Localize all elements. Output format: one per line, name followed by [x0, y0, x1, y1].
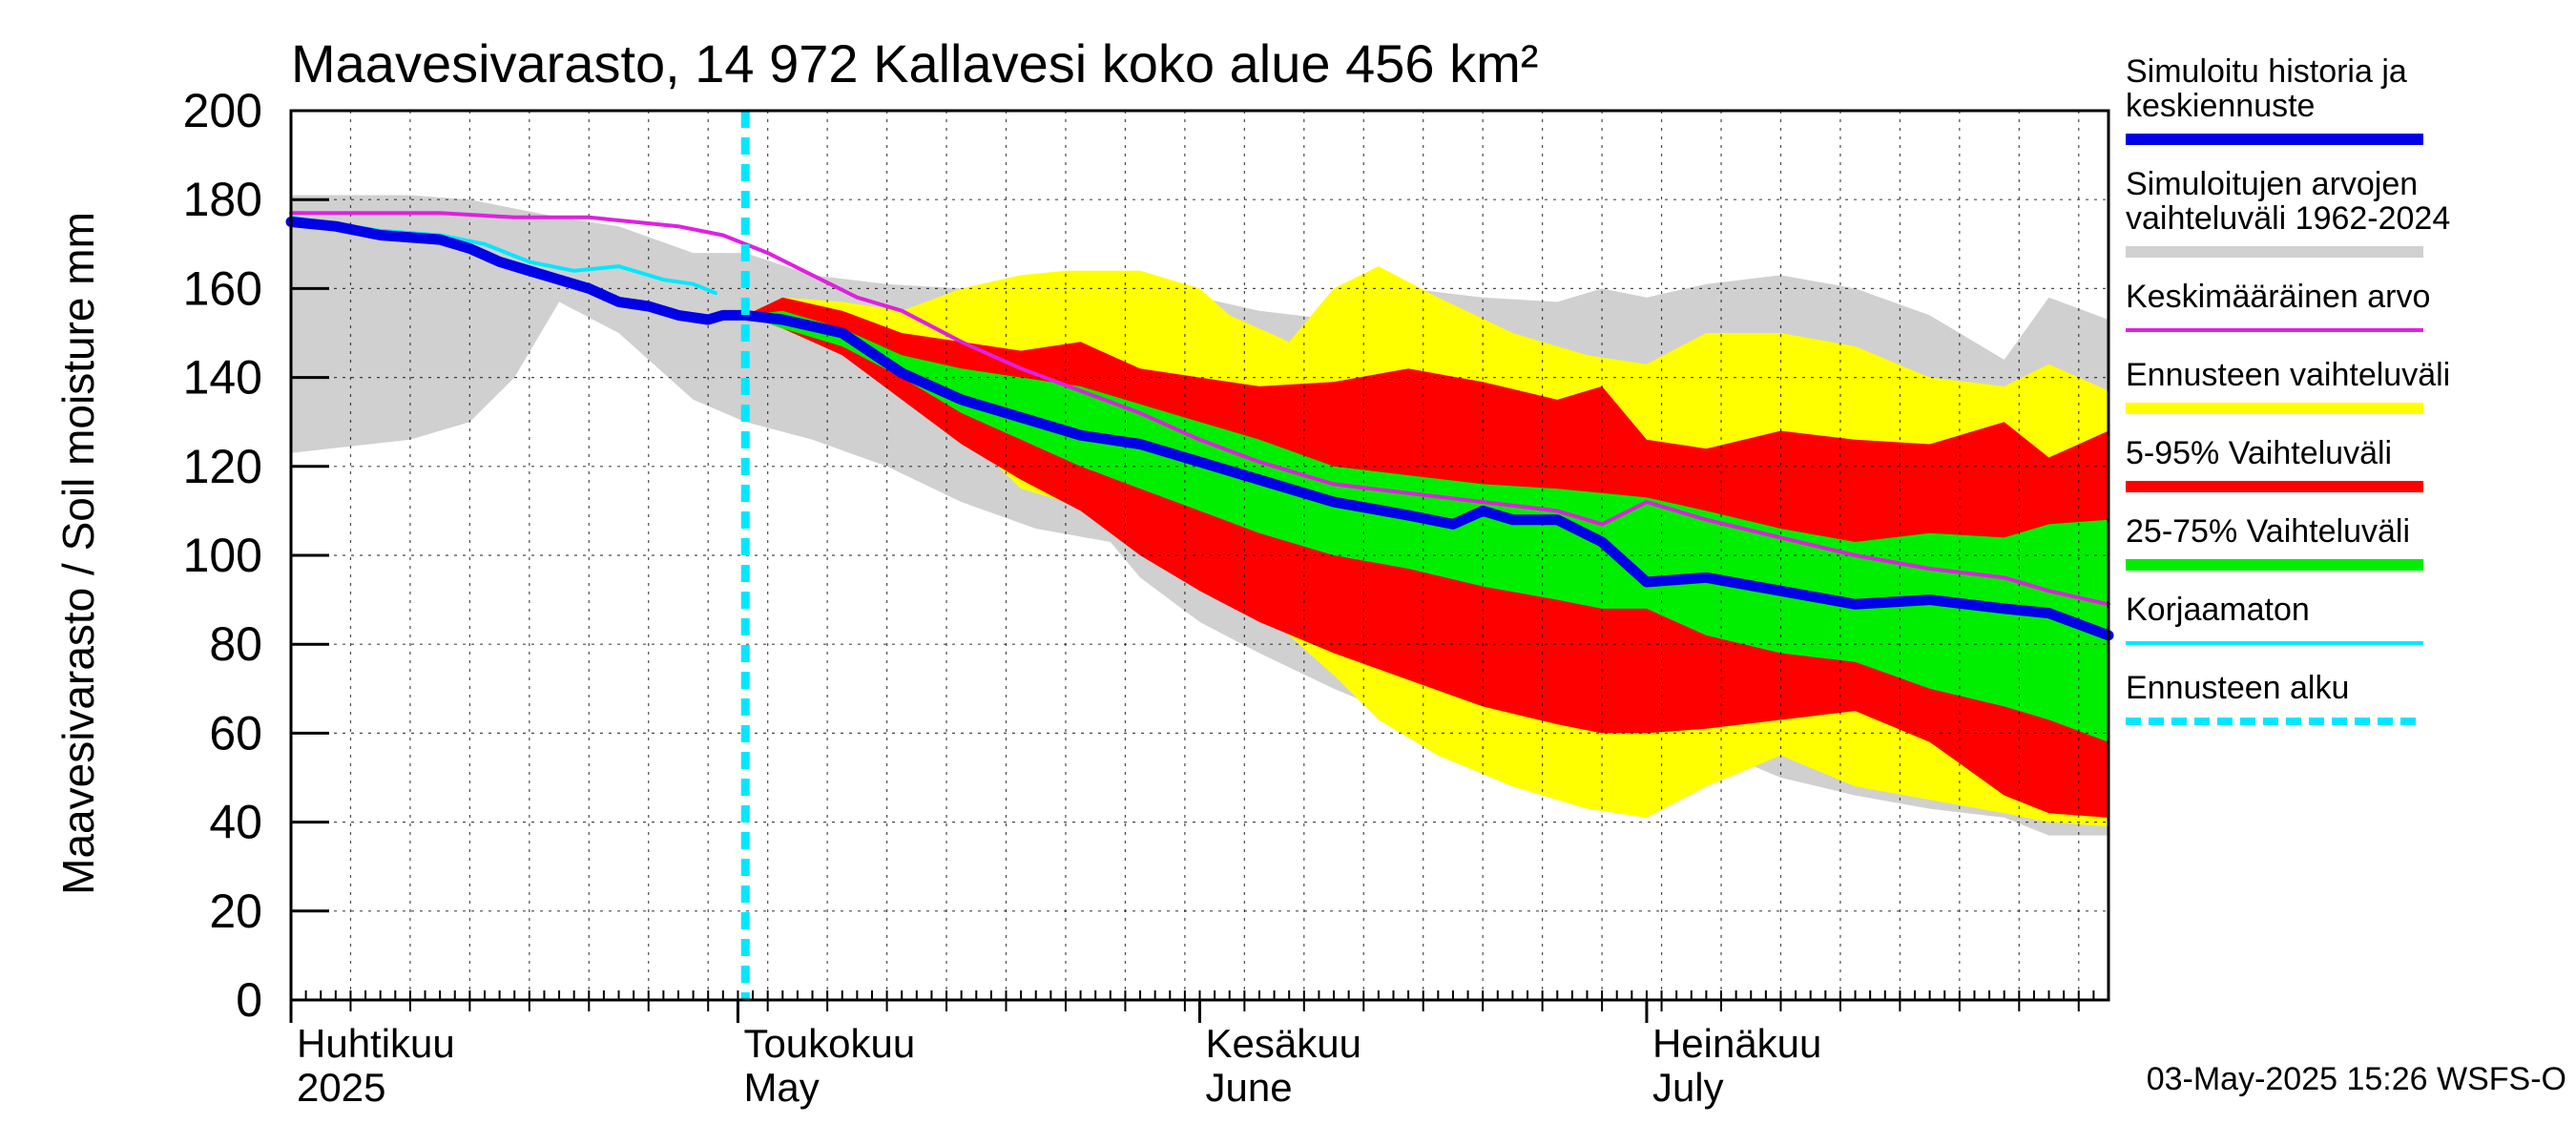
month-label-fi: Heinäkuu — [1652, 1021, 1821, 1066]
y-tick-label: 160 — [183, 261, 262, 315]
legend-label: vaihteluväli 1962-2024 — [2126, 200, 2450, 237]
y-tick-label: 100 — [183, 529, 262, 582]
y-tick-label: 120 — [183, 440, 262, 493]
y-tick-label: 60 — [209, 706, 262, 760]
legend-label: Simuloitujen arvojen — [2126, 166, 2418, 202]
y-axis-title: Maavesivarasto / Soil moisture mm — [53, 212, 103, 895]
y-tick-label: 40 — [209, 796, 262, 849]
month-label-en: June — [1206, 1065, 1293, 1110]
month-label-fi: Huhtikuu — [297, 1021, 455, 1066]
grid-layer — [291, 111, 2109, 1000]
month-label-en: 2025 — [297, 1065, 385, 1110]
band-3 — [745, 310, 2109, 742]
legend-label: Keskimääräinen arvo — [2126, 279, 2430, 315]
legend-label: Korjaamaton — [2126, 592, 2310, 628]
month-label-fi: Kesäkuu — [1206, 1021, 1361, 1066]
series-line-2 — [285, 217, 2114, 641]
y-tick-label: 200 — [183, 84, 262, 137]
timestamp: 03-May-2025 15:26 WSFS-O — [2147, 1061, 2566, 1097]
y-tick-label: 20 — [209, 885, 262, 938]
legend-label: Simuloitu historia ja — [2126, 53, 2407, 90]
chart-title: Maavesivarasto, 14 972 Kallavesi koko al… — [291, 33, 1538, 94]
legend-label: Ennusteen vaihteluväli — [2126, 357, 2450, 393]
bands-layer — [291, 195, 2109, 836]
legend-label: keskiennuste — [2126, 88, 2315, 124]
series-line-0 — [289, 211, 2110, 607]
y-tick-label: 80 — [209, 617, 262, 671]
month-label-en: July — [1652, 1065, 1724, 1110]
y-tick-label: 180 — [183, 173, 262, 226]
y-tick-label: 140 — [183, 351, 262, 405]
legend-label: 25-75% Vaihteluväli — [2126, 513, 2410, 550]
month-label-fi: Toukokuu — [743, 1021, 915, 1066]
legend-label: Ennusteen alku — [2126, 670, 2349, 706]
lines-layer — [285, 111, 2114, 1000]
month-label-en: May — [743, 1065, 819, 1110]
y-tick-label: 0 — [236, 973, 262, 1027]
legend-label: 5-95% Vaihteluväli — [2126, 435, 2392, 471]
